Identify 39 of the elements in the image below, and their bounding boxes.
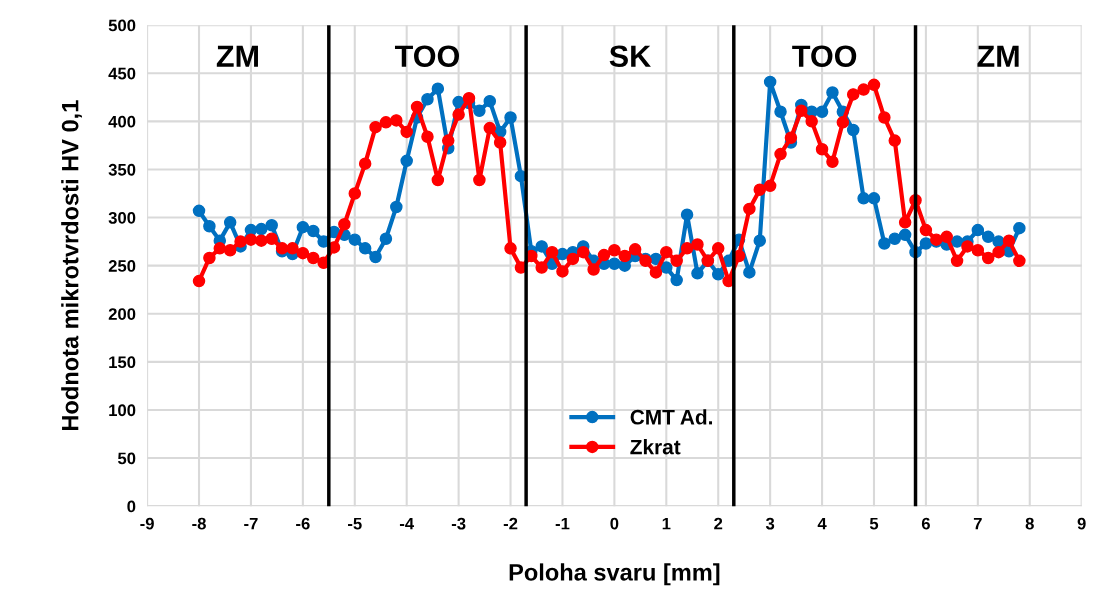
y-tick-label: 300 [108,211,136,224]
x-tick-label: 1 [662,517,671,530]
y-tick-label: 450 [108,67,136,80]
legend-label: CMT Ad. [630,409,712,425]
y-tick-label: 350 [108,163,136,176]
x-tick-label: -1 [555,517,570,530]
x-tick-label: -7 [244,517,258,530]
x-tick-label: 9 [1077,517,1086,530]
legend-label: Zkrat [630,439,681,455]
y-tick-label: 50 [117,452,136,465]
y-tick-label: 150 [109,356,136,369]
annotation: SK [609,45,651,68]
x-tick-label: 8 [1025,517,1034,530]
y-tick-label: 100 [109,404,136,417]
x-tick-label: 4 [817,517,827,530]
x-tick-label: 0 [610,517,619,530]
x-tick-label: -3 [451,517,466,530]
x-tick-label: -5 [348,517,362,530]
annotation: ZM [977,45,1019,67]
y-tick-label: 500 [108,19,136,32]
annotation: TOO [394,45,460,68]
x-tick-label: 6 [921,517,930,530]
x-tick-label: -6 [296,517,310,530]
y-tick-label: 400 [108,115,136,128]
annotation: TOO [792,45,857,68]
x-tick-label: -4 [399,517,415,530]
y-tick-label: 0 [127,500,136,513]
y-tick-label: 200 [108,308,136,320]
y-tick-label: 250 [108,260,136,272]
x-tick-label: -2 [503,517,518,530]
x-tick-label: 7 [973,517,982,530]
y-axis-title: Hodnota mikrotvrdosti HV 0,1 [61,100,82,431]
x-tick-label: 3 [765,517,775,530]
x-tick-label: -9 [140,517,154,530]
x-tick-label: 2 [714,517,723,530]
x-axis-title: Poloha svaru [mm] [509,563,720,586]
x-tick-label: 5 [869,517,879,530]
annotation: ZM [216,45,258,67]
x-tick-label: -8 [192,517,206,530]
